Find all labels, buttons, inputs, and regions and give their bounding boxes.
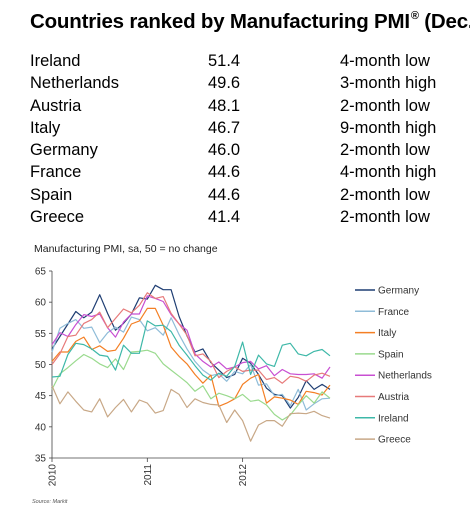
pmi-value: 41.4 [208,208,241,227]
country-name: France [30,163,82,182]
country-name: Greece [30,208,85,227]
legend-label-france: France [378,307,410,318]
pmi-value: 48.1 [208,96,241,115]
series-line-spain [51,349,331,421]
trend-text: 2-month low [340,96,430,115]
country-name: Netherlands [30,74,119,93]
trend-text: 9-month high [340,118,437,137]
y-tick-label: 35 [35,454,47,465]
registered-mark: ® [410,10,419,22]
series-line-austria [51,292,331,384]
ranking-row: Spain 44.6 2-month low [30,184,450,206]
ranking-row: Germany 46.0 2-month low [30,139,450,161]
trend-text: 2-month low [340,208,430,227]
pmi-line-chart: 35 40 45 50 55 60 65 2010 2011 2012 Germany France I… [35,267,432,487]
trend-text: 3-month high [340,74,437,93]
y-tick-label: 60 [35,298,47,309]
title-text: Countries ranked by Manufacturing PMI [30,10,410,33]
y-tick-label: 50 [35,360,47,371]
ranking-row: France 44.6 4-month high [30,161,450,183]
x-tick-label: 2012 [238,464,249,487]
legend-label-austria: Austria [378,392,410,403]
pmi-value: 49.6 [208,74,241,93]
x-tick-label: 2011 [143,464,154,486]
source-note: Source: Markit [32,499,68,505]
country-name: Germany [30,141,98,160]
page-title: Countries ranked by Manufacturing PMI® (… [30,10,470,34]
y-tick-label: 40 [35,422,47,433]
series-line-greece [51,385,331,442]
ranking-row: Austria 48.1 2-month low [30,95,450,117]
pmi-value: 46.0 [208,141,241,160]
pmi-value: 46.7 [208,118,241,137]
legend-label-spain: Spain [378,349,404,360]
y-tick-label: 55 [35,329,47,340]
legend-label-italy: Italy [378,328,396,339]
ranking-table: Ireland 51.4 4-month low Netherlands 49.… [30,50,450,228]
country-name: Ireland [30,52,81,70]
trend-text: 2-month low [340,185,430,204]
trend-text: 4-month high [340,163,437,182]
ranking-row: Italy 46.7 9-month high [30,117,450,139]
trend-text: 2-month low [340,141,430,160]
legend-label-greece: Greece [378,435,411,446]
legend-label-germany: Germany [378,286,419,297]
series-line-france [51,316,331,411]
trend-text: 4-month low [340,52,430,70]
series-line-netherlands [51,295,331,379]
series-line-italy [51,307,331,407]
series-line-ireland [51,320,331,381]
title-suffix: (Dec.) [424,10,470,33]
ranking-row: Greece 41.4 2-month low [30,206,450,228]
ranking-row: Netherlands 49.6 3-month high [30,72,450,94]
x-tick-label: 2010 [48,464,59,487]
pmi-value: 51.4 [208,52,241,70]
pmi-value: 44.6 [208,163,241,182]
y-tick-label: 45 [35,391,47,402]
country-name: Spain [30,185,73,204]
country-name: Austria [30,96,82,115]
legend-label-netherlands: Netherlands [378,371,432,382]
chart-title: Manufacturing PMI, sa, 50 = no change [34,243,218,255]
country-name: Italy [30,118,61,137]
legend-label-ireland: Ireland [378,413,409,424]
pmi-value: 44.6 [208,185,241,204]
y-tick-label: 65 [35,267,47,278]
ranking-row: Ireland 51.4 4-month low [30,50,450,72]
